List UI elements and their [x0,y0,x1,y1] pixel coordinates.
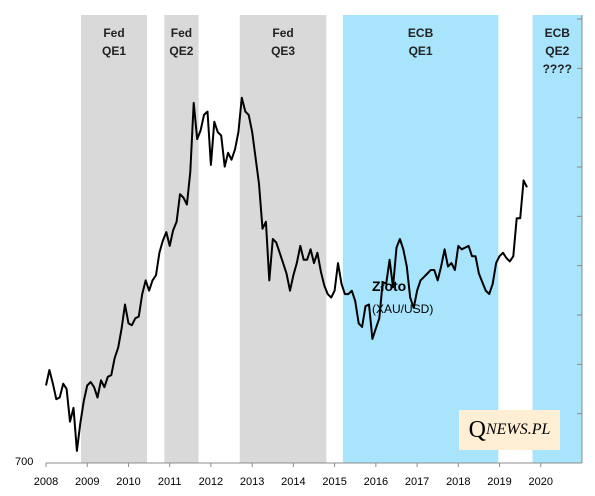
qe-band-label-4-2: QE2 [545,44,569,58]
x-tick-label-2014: 2014 [281,476,305,488]
qe-band-label-2-1: Fed [272,26,293,40]
series-layer [45,96,528,452]
qe-band-3 [342,15,499,463]
x-tick-label-2015: 2015 [322,476,346,488]
qe-band-label-3-1: ECB [408,26,434,40]
qe-band-label-2-2: QE3 [271,44,295,58]
x-tick-label-2016: 2016 [364,476,388,488]
logo-news: NEWS.PL [485,421,551,438]
x-tick-label-2019: 2019 [487,476,511,488]
series-sublabel: (XAU/USD) [372,302,433,316]
x-tick-label-2009: 2009 [75,476,99,488]
qe-band-labels: Fed QE1 Fed QE2 Fed QE3 ECB QE1 ECB QE2???? [102,26,572,76]
qe-band-1 [164,15,199,463]
qe-band-4 [532,15,582,463]
x-tick-label-2011: 2011 [158,476,182,488]
qnews-logo: Q NEWS.PL [459,410,560,450]
qe-band-label-4-3: ???? [543,62,572,76]
series-line-gold [45,96,528,452]
qe-band-label-1-1: Fed [171,26,192,40]
qe-bands [81,15,582,463]
qe-band-label-4-1: ECB [545,26,571,40]
x-tick-label-2018: 2018 [446,476,470,488]
x-tick-label-2012: 2012 [199,476,223,488]
x-tick-label-2013: 2013 [240,476,264,488]
qe-band-label-0-1: Fed [103,26,124,40]
x-tick-label-2008: 2008 [34,476,58,488]
qe-band-2 [239,15,327,463]
qe-band-label-1-2: QE2 [169,44,193,58]
y-tick-label-700: 700 [15,456,33,468]
axes: 2008 2009 2010 2011 2012 2013 2014 2015 2016 2017… [15,15,583,488]
x-tick-label-2020: 2020 [529,476,553,488]
x-tick-label-2017: 2017 [405,476,429,488]
qe-band-0 [81,15,148,463]
qe-band-label-3-2: QE1 [409,44,433,58]
x-tick-label-2010: 2010 [116,476,140,488]
qe-band-label-0-2: QE1 [102,44,126,58]
logo-q: Q [468,416,486,443]
series-label: Złoto [372,278,406,294]
